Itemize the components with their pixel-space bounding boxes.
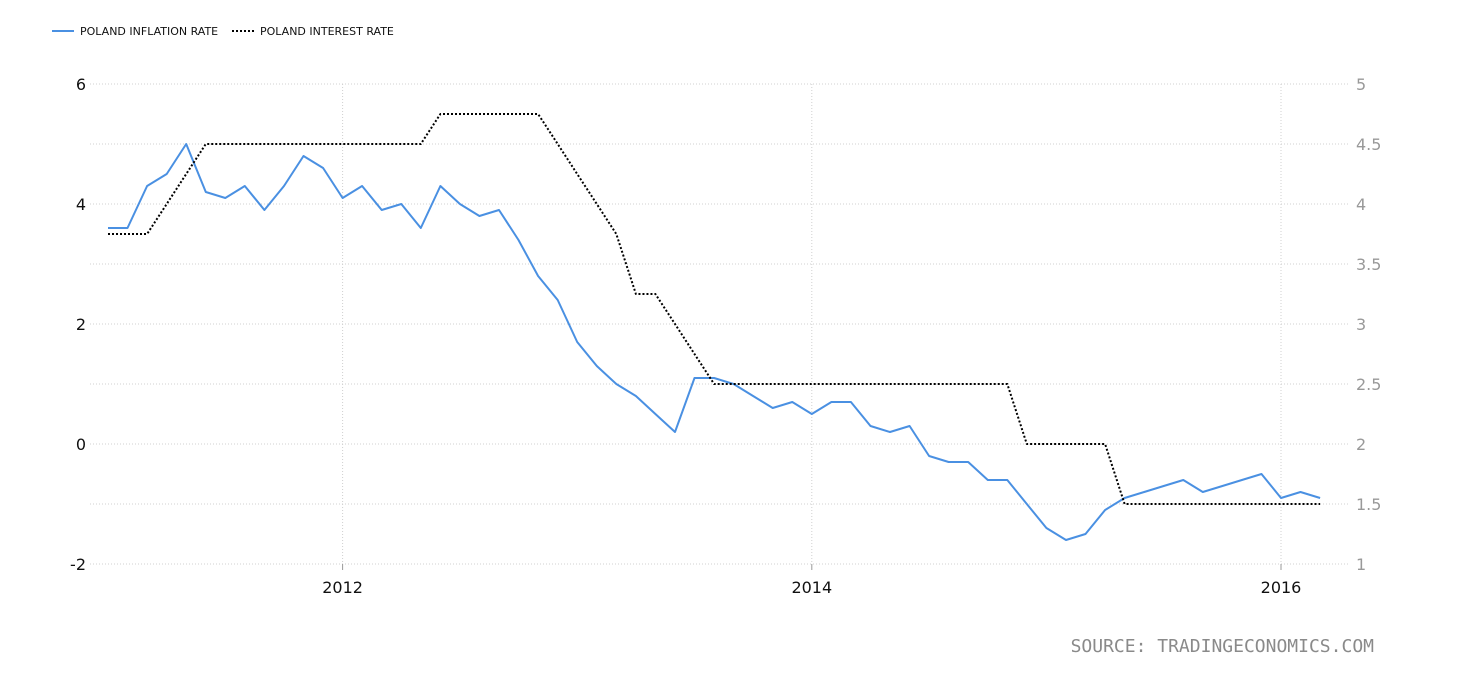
right-axis: 5 4.5 4 3.5 3 2.5 2 1.5 1 — [1356, 75, 1381, 574]
right-axis-tick-label: 4 — [1356, 195, 1366, 214]
right-axis-tick-label: 1.5 — [1356, 495, 1381, 514]
right-axis-tick-label: 2.5 — [1356, 375, 1381, 394]
right-axis-tick-label: 3.5 — [1356, 255, 1381, 274]
left-axis-tick-label: 6 — [76, 75, 86, 94]
x-axis-tick-label: 2014 — [791, 578, 832, 597]
source-label: SOURCE: TRADINGECONOMICS.COM — [1071, 636, 1375, 657]
left-axis-tick-label: 2 — [76, 315, 86, 334]
left-axis-tick-label: -2 — [70, 555, 86, 574]
x-axis: 2012 2014 2016 — [322, 564, 1301, 597]
right-axis-tick-label: 4.5 — [1356, 135, 1381, 154]
right-axis-tick-label: 5 — [1356, 75, 1366, 94]
interest-rate-line — [108, 113, 1321, 505]
left-axis: 6 4 2 0 -2 — [70, 75, 86, 574]
left-axis-tick-label: 0 — [76, 435, 86, 454]
legend-inflation-label: POLAND INFLATION RATE — [80, 25, 218, 38]
right-axis-tick-label: 1 — [1356, 555, 1366, 574]
x-axis-tick-label: 2016 — [1261, 578, 1302, 597]
right-axis-tick-label: 3 — [1356, 315, 1366, 334]
x-axis-tick-label: 2012 — [322, 578, 363, 597]
grid — [90, 83, 1350, 565]
series — [108, 113, 1321, 541]
legend: POLAND INFLATION RATE POLAND INTEREST RA… — [52, 25, 394, 38]
inflation-rate-line — [108, 143, 1321, 541]
left-axis-tick-label: 4 — [76, 195, 86, 214]
legend-interest-label: POLAND INTEREST RATE — [260, 25, 394, 38]
right-axis-tick-label: 2 — [1356, 435, 1366, 454]
